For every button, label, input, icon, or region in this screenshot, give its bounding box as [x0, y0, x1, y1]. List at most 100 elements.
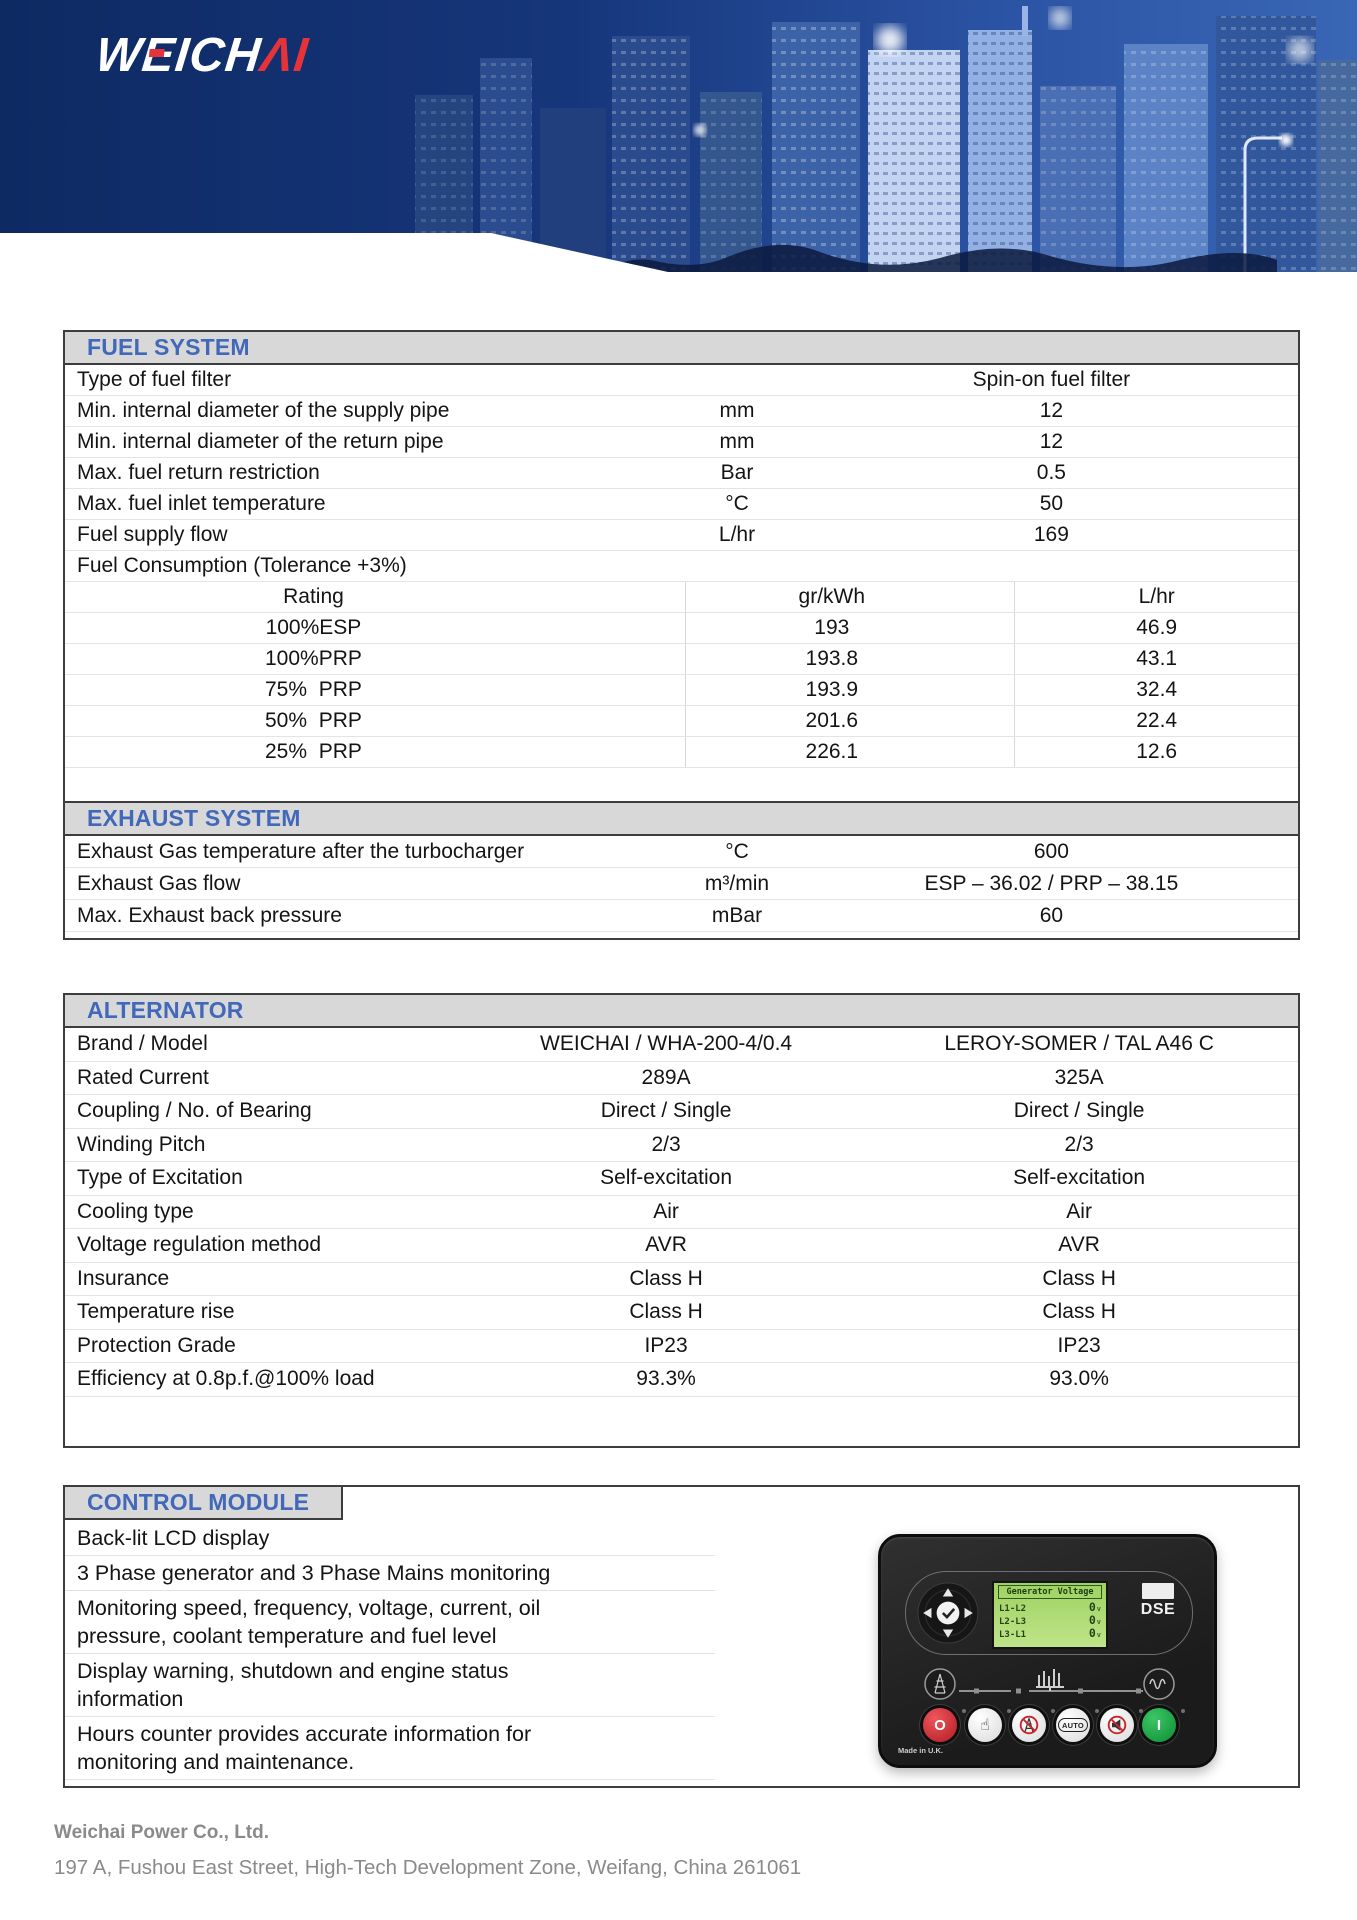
lcd-reading-row: L2-L3 0 v: [994, 1613, 1106, 1627]
cell-value: Spin-on fuel filter: [972, 368, 1131, 391]
table-row: Type of Excitation Self-excitation Self-ex…: [65, 1162, 1298, 1196]
cell-value: 12: [1039, 430, 1064, 453]
mains-pylon-icon: [934, 1673, 946, 1694]
manual-mode-button[interactable]: ☝: [968, 1708, 1011, 1742]
logo-text-red: ΛI: [258, 29, 312, 82]
cell-label: Winding Pitch: [77, 1132, 206, 1156]
auto-mode-button[interactable]: AUTO: [1056, 1708, 1099, 1742]
control-module-header: CONTROL MODULE: [65, 1487, 343, 1520]
cell-value-leroy-somer: IP23: [1057, 1333, 1101, 1357]
lcd-readings: L1-L2 0 v L2-L3 0 v L3-L1 0 v: [994, 1600, 1106, 1640]
cell-value-weichai: Class H: [629, 1266, 703, 1290]
dse-logo: DSE: [1138, 1583, 1178, 1619]
lcd-title: Generator Voltage: [998, 1585, 1102, 1599]
lcd-voltage-value: 0: [1088, 1600, 1096, 1614]
cell-value-weichai: Direct / Single: [600, 1099, 732, 1123]
table-row: Type of fuel filter Spin-on fuel filter: [65, 365, 1298, 396]
lcd-reading-row: L3-L1 0 v: [994, 1626, 1106, 1640]
cell-rating: 50% PRP: [265, 709, 362, 732]
cell-label: Exhaust Gas flow: [77, 871, 241, 895]
section-title: EXHAUST SYSTEM: [87, 805, 301, 831]
table-row: Brand / Model WEICHAI / WHA-200-4/0.4 LERO…: [65, 1028, 1298, 1062]
cell-label: Min. internal diameter of the return pip…: [77, 430, 444, 453]
table-row: Efficiency at 0.8p.f.@100% load 93.3% 93.0…: [65, 1363, 1298, 1397]
cell-gr-kwh: gr/kWh: [685, 582, 1014, 612]
cell-value-weichai: Class H: [629, 1300, 703, 1324]
cell-unit: mm: [719, 430, 755, 453]
section-title: CONTROL MODULE: [87, 1489, 310, 1515]
power-mimic-diagram: [924, 1668, 1175, 1700]
cell-value-leroy-somer: Class H: [1042, 1266, 1116, 1290]
cell-value: ESP – 36.02 / PRP – 38.15: [924, 871, 1179, 895]
cell-unit: Bar: [720, 461, 754, 484]
consumption-row: 25% PRP 226.1 12.6: [65, 737, 1298, 768]
dse-logo-mark: [1142, 1583, 1174, 1599]
cell-value-weichai: 2/3: [651, 1132, 681, 1156]
cell-value: 0.5: [1036, 461, 1066, 484]
alternator-table: Brand / Model WEICHAI / WHA-200-4/0.4 LERO…: [65, 1028, 1298, 1397]
made-in-uk-label: Made in U.K.: [898, 1746, 944, 1755]
logo-text-white: ICH: [172, 29, 264, 82]
table-row: Temperature rise Class H Class H: [65, 1296, 1298, 1330]
consumption-row: Rating gr/kWh L/hr: [65, 582, 1298, 613]
cell-l-hr: 46.9: [1014, 613, 1298, 643]
lcd-voltage-unit: v: [1096, 1631, 1101, 1639]
exhaust-system-header: EXHAUST SYSTEM: [65, 801, 1298, 836]
cell-label: Brand / Model: [77, 1032, 208, 1056]
cell-value-leroy-somer: Air: [1066, 1199, 1092, 1223]
panel-display-area: Generator Voltage L1-L2 0 v L2-L3 0 v L3-L1 0 v …: [905, 1571, 1193, 1655]
table-row: Max. fuel return restriction Bar 0.5: [65, 458, 1298, 489]
control-module-image: Generator Voltage L1-L2 0 v L2-L3 0 v L3-L1 0 v …: [878, 1534, 1217, 1768]
hand-icon: ☝: [980, 1715, 990, 1734]
cell-value-weichai: IP23: [644, 1333, 688, 1357]
cell-label: Max. fuel inlet temperature: [77, 492, 326, 515]
mute-alarm-button[interactable]: [1100, 1708, 1143, 1742]
feature-item: Back-lit LCD display: [65, 1521, 715, 1556]
start-button-label: I: [1156, 1716, 1162, 1734]
stop-button-label: O: [934, 1716, 946, 1734]
cell-value-weichai: AVR: [645, 1233, 687, 1257]
auto-button-label: AUTO: [1058, 1718, 1088, 1732]
table-row: Exhaust Gas temperature after the turboc…: [65, 836, 1298, 868]
feature-item: 3 Phase generator and 3 Phase Mains moni…: [65, 1556, 715, 1591]
cell-label: Max. Exhaust back pressure: [77, 903, 342, 927]
cell-unit: m³/min: [704, 871, 770, 895]
cell-label: Exhaust Gas temperature after the turboc…: [77, 839, 525, 863]
cell-value-weichai: 289A: [641, 1065, 691, 1089]
footer-company-name: Weichai Power Co., Ltd.: [54, 1822, 270, 1843]
cell-l-hr: 12.6: [1014, 737, 1298, 767]
cell-rating: 100%PRP: [265, 647, 362, 670]
cell-rating: Rating: [283, 585, 344, 608]
cell-label: Voltage regulation method: [77, 1233, 322, 1257]
footer-address: 197 A, Fushou East Street, High-Tech Dev…: [54, 1856, 802, 1879]
alternator-section: ALTERNATOR Brand / Model WEICHAI / WHA-20…: [63, 993, 1300, 1448]
cell-gr-kwh: 201.6: [685, 706, 1014, 736]
feature-text: Back-lit LCD display: [77, 1526, 270, 1550]
cell-value-weichai: WEICHAI / WHA-200-4/0.4: [540, 1032, 793, 1056]
cell-gr-kwh: 193.8: [685, 644, 1014, 674]
lcd-reading-row: L1-L2 0 v: [994, 1600, 1106, 1614]
start-button[interactable]: I: [1142, 1708, 1185, 1742]
lcd-phase-label: L1-L2: [999, 1604, 1027, 1614]
fuel-consumption-table: Rating gr/kWh L/hr 100%ESP 193 46.9 100%PRP 193…: [65, 582, 1298, 768]
cell-label: Min. internal diameter of the supply pip…: [77, 399, 450, 422]
cell-value-leroy-somer: Direct / Single: [1013, 1099, 1145, 1123]
cell-unit: °C: [725, 492, 749, 515]
consumption-row: 100%PRP 193.8 43.1: [65, 644, 1298, 675]
dse-control-panel: Generator Voltage L1-L2 0 v L2-L3 0 v L3-L1 0 v …: [878, 1534, 1217, 1768]
table-row: Fuel supply flow L/hr 169: [65, 520, 1298, 551]
cell-label: Max. fuel return restriction: [77, 461, 320, 484]
feature-item: Monitoring speed, frequency, voltage, cu…: [65, 1591, 715, 1654]
cell-value-leroy-somer: AVR: [1058, 1233, 1100, 1257]
cell-label: Rated Current: [77, 1065, 209, 1089]
spacer: [65, 768, 1298, 801]
stop-button[interactable]: O: [923, 1708, 966, 1742]
cell-value-leroy-somer: Class H: [1042, 1300, 1116, 1324]
cell-l-hr: 22.4: [1014, 706, 1298, 736]
cell-value-weichai: Self-excitation: [600, 1166, 733, 1190]
exhaust-system-table: Exhaust Gas temperature after the turboc…: [65, 836, 1298, 932]
cell-l-hr: 32.4: [1014, 675, 1298, 705]
feature-item: Hours counter provides accurate informat…: [65, 1717, 715, 1780]
test-mode-button[interactable]: [1012, 1708, 1055, 1742]
consumption-row: 75% PRP 193.9 32.4: [65, 675, 1298, 706]
